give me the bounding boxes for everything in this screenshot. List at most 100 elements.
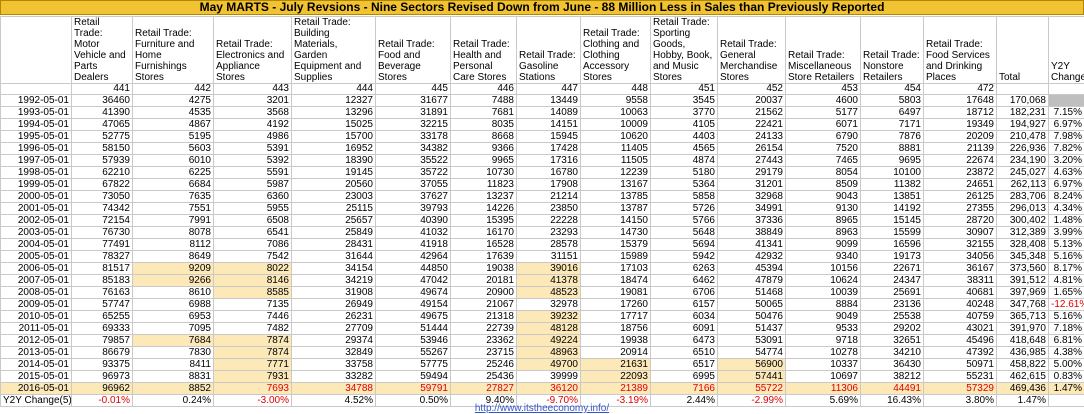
footer-link[interactable]: http://www.itstheeconomy.info/ [474,403,610,414]
date-cell: 1992-05-01 [0,94,72,107]
value-cell: 78327 [71,250,133,263]
value-cell: 24651 [923,178,997,191]
value-cell: 4.63% [1048,166,1084,179]
value-cell: 38212 [860,370,924,383]
value-cell: 42932 [717,250,786,263]
date-cell: 2015-05-01 [0,370,72,383]
value-cell: 32978 [516,298,581,311]
value-cell: 29374 [291,334,376,347]
date-cell: 2016-05-01 [0,382,72,395]
value-cell: 4.38% [1048,346,1084,359]
value-cell: 9209 [132,262,214,275]
value-cell: 4565 [650,142,718,155]
value-cell: 21562 [717,106,786,119]
value-cell: 27709 [291,322,376,335]
value-cell: 9366 [450,142,517,155]
value-cell: 6508 [213,214,292,227]
value-cell: 1.47% [1048,382,1084,395]
value-cell: 35722 [375,166,451,179]
value-cell: 19938 [580,334,651,347]
value-cell: 57775 [375,358,451,371]
value-cell: 7635 [132,190,214,203]
value-cell: 55231 [923,370,997,383]
value-cell: 6988 [132,298,214,311]
value-cell: 34991 [717,202,786,215]
value-cell: 50971 [923,358,997,371]
value-cell: 20900 [450,286,517,299]
value-cell: 245,027 [996,166,1049,179]
value-cell: 40759 [923,310,997,323]
value-cell: 16170 [450,226,517,239]
value-cell: 6263 [650,262,718,275]
code-cell: 472 [923,83,997,95]
value-cell: 7171 [860,118,924,131]
column-header: Retail Trade: Motor Vehicle and Parts De… [71,16,133,84]
value-cell: 16952 [291,142,376,155]
value-cell: 8146 [213,274,292,287]
value-cell: 39016 [516,262,581,275]
value-cell: 170,068 [996,94,1049,107]
value-cell: 32155 [923,238,997,251]
value-cell: 9043 [785,190,861,203]
change-row: Y2Y Change(5) -0.01% 0.24% -3.00% 4.52% 0.50%… [0,394,1084,407]
value-cell: 19081 [580,286,651,299]
value-cell: 391,970 [996,322,1049,335]
date-cell: 2010-05-01 [0,310,72,323]
date-cell: 2009-05-01 [0,298,72,311]
value-cell: 6.81% [1048,334,1084,347]
value-cell: 77491 [71,238,133,251]
code-cell: 447 [516,83,581,95]
value-cell: 16780 [516,166,581,179]
value-cell: 8509 [785,178,861,191]
value-cell: 7446 [213,310,292,323]
code-row: 441 442 443 444 445 446 447 448 451 452 453 454 472 [0,83,1084,95]
value-cell: 7.98% [1048,130,1084,143]
value-cell: 30907 [923,226,997,239]
value-cell: 6541 [213,226,292,239]
table-row: 2000-05-01 73050 7635 6360 23003 37627 13237 21… [0,190,1084,203]
value-cell: 10063 [580,106,651,119]
value-cell: 17316 [516,154,581,167]
value-cell: 73050 [71,190,133,203]
value-cell: 19173 [860,250,924,263]
value-cell: 25657 [291,214,376,227]
date-cell: 1999-05-01 [0,178,72,191]
value-cell: 34788 [291,382,376,395]
value-cell: 7520 [785,142,861,155]
value-cell: 47392 [923,346,997,359]
value-cell: 26125 [923,190,997,203]
column-header: Retail Trade: Gasoline Stations [516,16,581,84]
value-cell: 14151 [516,118,581,131]
value-cell: 31891 [375,106,451,119]
date-cell: 2005-05-01 [0,250,72,263]
value-cell: 31677 [375,94,451,107]
value-cell: 21389 [580,382,651,395]
header-row: Retail Trade: Motor Vehicle and Parts De… [0,16,1084,84]
value-cell: 96973 [71,370,133,383]
value-cell: 7771 [213,358,292,371]
value-cell: 16528 [450,238,517,251]
value-cell: 21214 [516,190,581,203]
table-row: 2011-05-01 69333 7095 7482 27709 51444 22739 48… [0,322,1084,335]
value-cell: 7542 [213,250,292,263]
value-cell: 55267 [375,346,451,359]
value-cell: 36430 [860,358,924,371]
column-header: Retail Trade: Health and Personal Care S… [450,16,517,84]
value-cell: 9695 [860,154,924,167]
date-cell: 2001-05-01 [0,202,72,215]
value-cell: 5177 [785,106,861,119]
value-cell: 7095 [132,322,214,335]
value-cell: 6071 [785,118,861,131]
date-cell: 1998-05-01 [0,166,72,179]
value-cell: 33282 [291,370,376,383]
code-cell [996,83,1049,95]
value-cell: 27443 [717,154,786,167]
column-header: Retail Trade: Building Materials, Garden… [291,16,376,84]
value-cell: 59494 [375,370,451,383]
value-cell: 20209 [923,130,997,143]
value-cell: 5955 [213,202,292,215]
value-cell: 17648 [923,94,997,107]
value-cell: 37055 [375,178,451,191]
value-cell: 34382 [375,142,451,155]
value-cell: 51444 [375,322,451,335]
